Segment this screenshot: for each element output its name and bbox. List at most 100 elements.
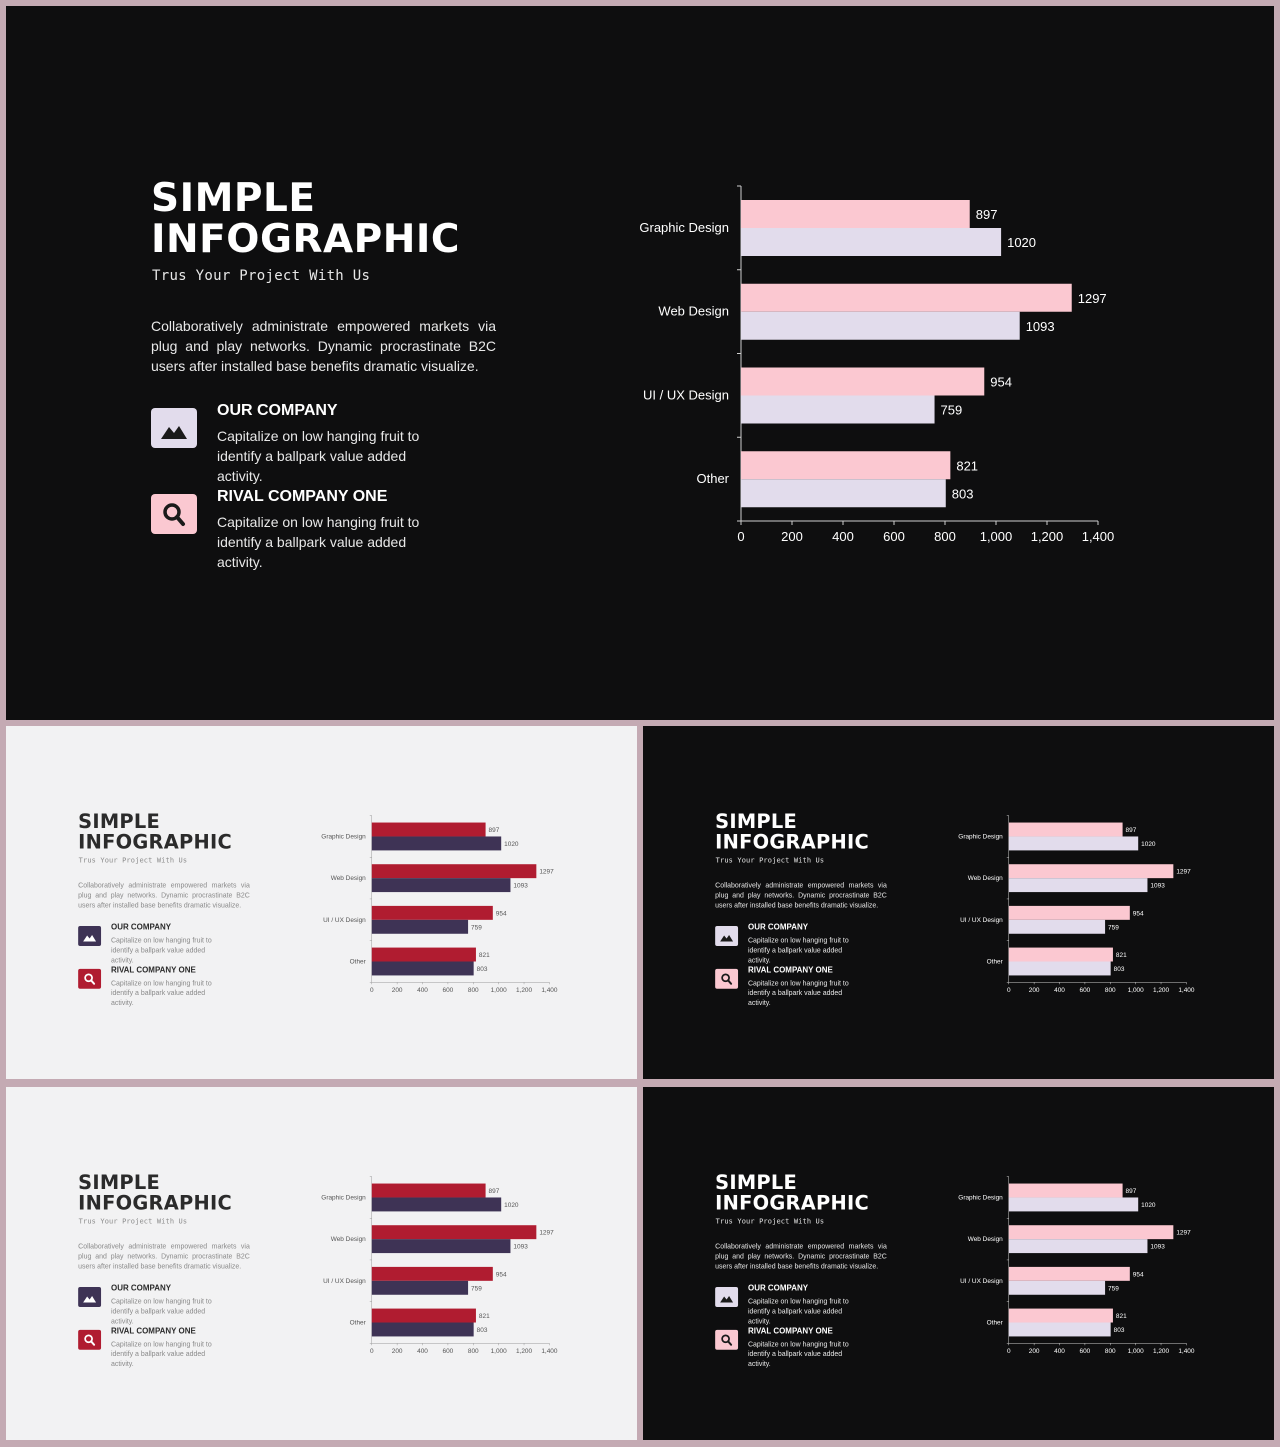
data-label: 803 — [952, 486, 974, 501]
data-label: 803 — [1114, 966, 1125, 973]
feature-title: OUR COMPANY — [217, 402, 338, 419]
feature-text: Capitalize on low hanging fruit to ident… — [111, 978, 212, 1007]
bar-series-2 — [1008, 1197, 1139, 1212]
slide-thumbnail-light-1[interactable]: SIMPLE INFOGRAPHIC Trus Your Project With… — [6, 726, 637, 1079]
data-label: 954 — [990, 375, 1012, 390]
x-tick-label: 1,200 — [1031, 529, 1064, 544]
category-label: UI / UX Design — [960, 1278, 1003, 1285]
x-tick-label: 1,000 — [1128, 1348, 1145, 1355]
title-line-1: SIMPLE — [78, 1171, 161, 1194]
x-tick-label: 1,400 — [541, 1348, 558, 1355]
slide-main-dark[interactable]: SIMPLE INFOGRAPHIC Trus Your Project With… — [6, 6, 1274, 720]
data-label: 1020 — [504, 1202, 519, 1209]
feature-title: OUR COMPANY — [748, 923, 809, 932]
bar-series-2 — [741, 228, 1002, 256]
data-label: 1093 — [513, 1244, 528, 1251]
bar-series-2 — [1008, 878, 1148, 893]
feature-text: Capitalize on low hanging fruit to ident… — [111, 1339, 212, 1368]
slide-title: SIMPLE INFOGRAPHIC — [78, 812, 232, 853]
feature-text: Capitalize on low hanging fruit to ident… — [111, 1297, 212, 1325]
category-label: Other — [987, 1319, 1004, 1326]
slide-thumbnail-light-2[interactable]: SIMPLE INFOGRAPHIC Trus Your Project With… — [6, 1087, 637, 1440]
x-tick-label: 0 — [1007, 987, 1011, 994]
title-line-2: INFOGRAPHIC — [78, 831, 232, 854]
data-label: 759 — [471, 1285, 482, 1292]
data-label: 1020 — [504, 841, 519, 848]
bar-series-1 — [1008, 905, 1130, 920]
bar-chart: Graphic Design 897 1020 Web Design 1297 1093 U… — [321, 815, 558, 994]
x-tick-label: 200 — [1029, 1348, 1040, 1355]
x-tick-label: 800 — [1105, 1348, 1116, 1355]
x-tick-label: 600 — [1080, 987, 1091, 994]
x-tick-label: 0 — [737, 529, 744, 544]
category-label: UI / UX Design — [960, 917, 1003, 924]
feature-title: OUR COMPANY — [111, 1284, 172, 1293]
category-label: UI / UX Design — [643, 387, 729, 402]
x-tick-label: 1,000 — [980, 529, 1013, 544]
x-tick-label: 400 — [417, 987, 428, 994]
slide-subtitle: Trus Your Project With Us — [78, 856, 188, 865]
search-icon — [78, 968, 102, 989]
slide-title: SIMPLE INFOGRAPHIC — [78, 1173, 232, 1214]
x-tick-label: 200 — [1029, 987, 1040, 994]
slide-thumbnail-dark-2[interactable]: SIMPLE INFOGRAPHIC Trus Your Project With… — [643, 1087, 1274, 1440]
category-label: Graphic Design — [958, 833, 1003, 840]
slide-description: Collaboratively administrate empowered m… — [151, 318, 496, 374]
title-line-2: INFOGRAPHIC — [78, 1192, 232, 1215]
title-line-1: SIMPLE — [715, 810, 798, 833]
title-line-1: SIMPLE — [78, 810, 161, 833]
x-tick-label: 0 — [370, 987, 374, 994]
data-label: 759 — [471, 924, 482, 931]
slide-subtitle: Trus Your Project With Us — [152, 268, 371, 284]
bar-chart: Graphic Design 897 1020 Web Design 1297 1093 U… — [639, 185, 1114, 544]
slide-subtitle: Trus Your Project With Us — [715, 1217, 825, 1226]
title-line-2: INFOGRAPHIC — [715, 831, 869, 854]
feature-text: Capitalize on low hanging fruit to ident… — [748, 1339, 849, 1368]
x-tick-label: 1,000 — [1128, 987, 1145, 994]
bar-chart: Graphic Design 897 1020 Web Design 1297 1093 U… — [321, 1176, 558, 1355]
bar-series-1 — [371, 905, 493, 920]
bar-chart: Graphic Design 897 1020 Web Design 1297 1093 U… — [958, 1176, 1195, 1355]
x-tick-label: 1,000 — [491, 1348, 508, 1355]
data-label: 1093 — [1026, 319, 1055, 334]
data-label: 1297 — [539, 1230, 554, 1237]
category-label: Web Design — [658, 304, 729, 319]
search-icon — [78, 1329, 102, 1350]
data-label: 759 — [941, 403, 963, 418]
feature-title: RIVAL COMPANY ONE — [748, 965, 833, 975]
x-tick-label: 800 — [934, 529, 956, 544]
x-tick-label: 1,200 — [1153, 1348, 1170, 1355]
feature-text: Capitalize on low hanging fruit to ident… — [111, 936, 212, 964]
x-tick-label: 800 — [468, 987, 479, 994]
slide-thumbnail-dark-1[interactable]: SIMPLE INFOGRAPHIC Trus Your Project With… — [643, 726, 1274, 1079]
x-tick-label: 600 — [883, 529, 905, 544]
data-label: 1297 — [1176, 869, 1191, 876]
bar-series-1 — [371, 1308, 476, 1323]
feature-text: Capitalize on low hanging fruit to ident… — [748, 936, 849, 964]
bar-series-1 — [1008, 864, 1174, 879]
bar-series-1 — [741, 283, 1072, 312]
slide-description: Collaboratively administrate empowered m… — [715, 881, 887, 910]
category-label: Other — [350, 958, 367, 965]
x-tick-label: 1,000 — [491, 987, 508, 994]
title-line-2: INFOGRAPHIC — [715, 1192, 869, 1215]
bar-series-1 — [1008, 1308, 1113, 1323]
feature-title: OUR COMPANY — [111, 923, 172, 932]
data-label: 1020 — [1141, 841, 1156, 848]
bar-series-2 — [1008, 1239, 1148, 1254]
x-tick-label: 400 — [1054, 987, 1065, 994]
bar-series-1 — [371, 1183, 486, 1198]
category-label: UI / UX Design — [323, 1278, 366, 1285]
bar-series-1 — [1008, 1225, 1174, 1240]
data-label: 1020 — [1007, 235, 1036, 250]
slide-description: Collaboratively administrate empowered m… — [715, 1242, 887, 1271]
data-label: 1093 — [513, 883, 528, 890]
x-tick-label: 1,200 — [516, 1348, 533, 1355]
x-tick-label: 1,200 — [1153, 987, 1170, 994]
slide-title: SIMPLE INFOGRAPHIC — [715, 1173, 869, 1214]
bar-series-1 — [1008, 822, 1123, 837]
bar-chart: Graphic Design 897 1020 Web Design 1297 1093 U… — [958, 815, 1195, 994]
image-icon — [715, 1287, 739, 1307]
search-icon — [715, 968, 739, 989]
data-label: 1297 — [1078, 291, 1107, 306]
